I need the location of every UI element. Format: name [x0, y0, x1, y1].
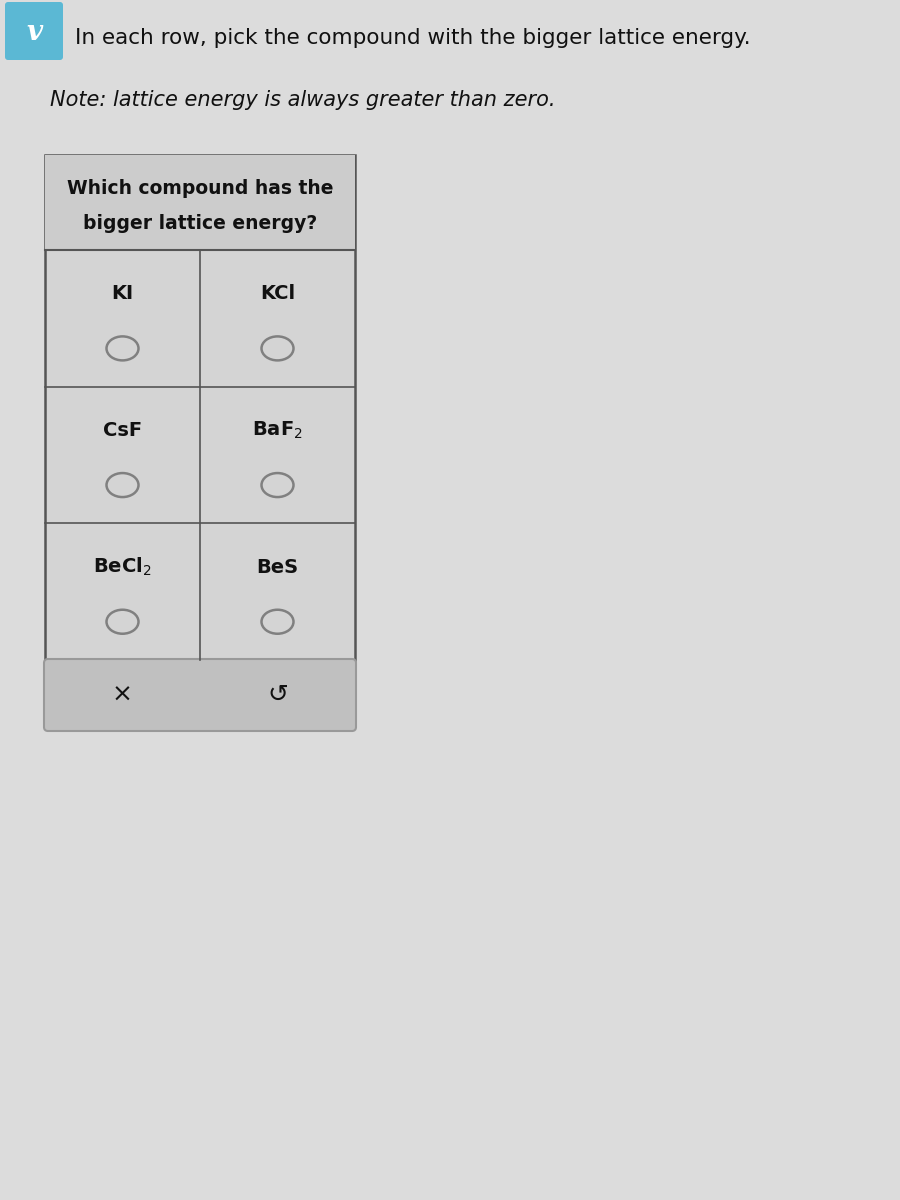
Text: KCl: KCl: [260, 284, 295, 304]
Text: ×: ×: [112, 683, 133, 707]
Text: Note: lattice energy is always greater than zero.: Note: lattice energy is always greater t…: [50, 90, 555, 110]
Text: CsF: CsF: [103, 421, 142, 440]
Text: Which compound has the: Which compound has the: [67, 179, 333, 198]
FancyBboxPatch shape: [45, 155, 355, 660]
Text: v: v: [26, 19, 42, 47]
FancyBboxPatch shape: [44, 659, 356, 731]
Text: ↺: ↺: [267, 683, 288, 707]
Text: bigger lattice energy?: bigger lattice energy?: [83, 214, 317, 233]
Text: BeS: BeS: [256, 558, 299, 576]
Text: BaF$_2$: BaF$_2$: [252, 420, 303, 442]
FancyBboxPatch shape: [45, 155, 355, 250]
FancyBboxPatch shape: [5, 2, 63, 60]
Text: KI: KI: [112, 284, 133, 304]
Text: In each row, pick the compound with the bigger lattice energy.: In each row, pick the compound with the …: [75, 28, 751, 48]
Text: BeCl$_2$: BeCl$_2$: [94, 556, 152, 578]
